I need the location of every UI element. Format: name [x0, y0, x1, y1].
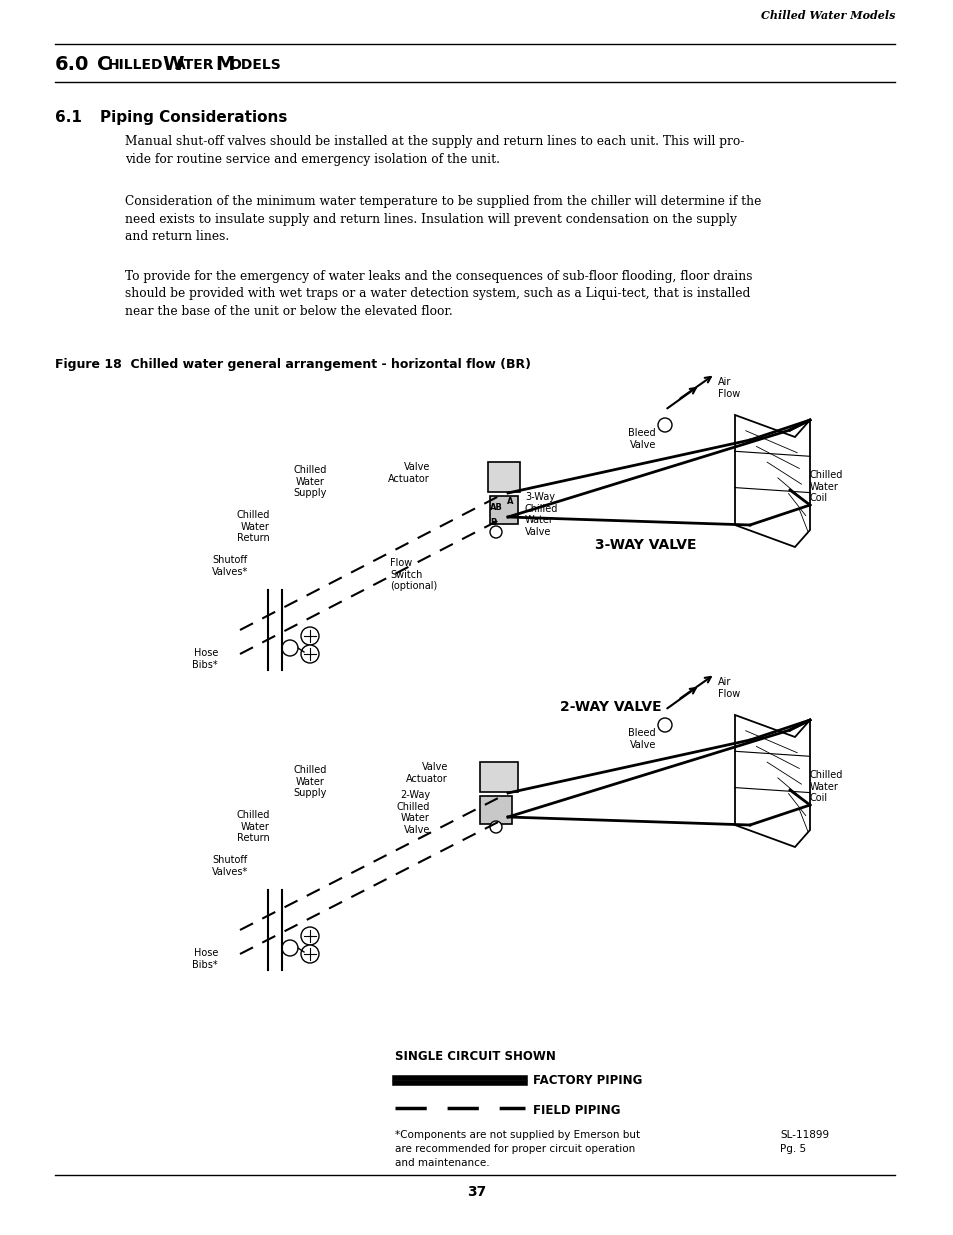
Text: ATER: ATER: [174, 58, 214, 72]
Text: HILLED: HILLED: [108, 58, 163, 72]
FancyBboxPatch shape: [488, 462, 519, 492]
Text: M: M: [214, 56, 234, 74]
Text: Hose
Bibs*: Hose Bibs*: [193, 948, 218, 969]
Text: Chilled Water Models: Chilled Water Models: [760, 10, 894, 21]
Text: W: W: [162, 56, 183, 74]
Text: Chilled
Water
Supply: Chilled Water Supply: [293, 466, 326, 498]
Text: Shutoff
Valves*: Shutoff Valves*: [212, 555, 248, 577]
Text: Air
Flow: Air Flow: [718, 377, 740, 399]
Text: SINGLE CIRCUIT SHOWN: SINGLE CIRCUIT SHOWN: [395, 1050, 556, 1063]
Text: 3-WAY VALVE: 3-WAY VALVE: [595, 538, 696, 552]
Text: Bleed
Valve: Bleed Valve: [628, 429, 656, 450]
Text: A: A: [506, 496, 513, 506]
Text: Valve
Actuator: Valve Actuator: [406, 762, 448, 783]
Text: 6.1: 6.1: [55, 110, 82, 125]
Text: Shutoff
Valves*: Shutoff Valves*: [212, 855, 248, 877]
Text: Bleed
Valve: Bleed Valve: [628, 727, 656, 750]
Text: Piping Considerations: Piping Considerations: [100, 110, 287, 125]
Text: FACTORY PIPING: FACTORY PIPING: [533, 1074, 641, 1087]
Text: Manual shut-off valves should be installed at the supply and return lines to eac: Manual shut-off valves should be install…: [125, 135, 743, 165]
Text: FIELD PIPING: FIELD PIPING: [533, 1104, 619, 1116]
Text: Air
Flow: Air Flow: [718, 677, 740, 699]
Text: Hose
Bibs*: Hose Bibs*: [193, 648, 218, 669]
FancyBboxPatch shape: [490, 496, 517, 524]
Circle shape: [301, 945, 318, 963]
Text: 3-Way
Chilled
Water
Valve: 3-Way Chilled Water Valve: [524, 492, 558, 537]
FancyBboxPatch shape: [479, 762, 517, 792]
Circle shape: [658, 417, 671, 432]
Text: Chilled
Water
Return: Chilled Water Return: [236, 510, 270, 543]
Circle shape: [282, 640, 297, 656]
Text: Consideration of the minimum water temperature to be supplied from the chiller w: Consideration of the minimum water tempe…: [125, 195, 760, 243]
Text: *Components are not supplied by Emerson but
are recommended for proper circuit o: *Components are not supplied by Emerson …: [395, 1130, 639, 1168]
Circle shape: [301, 627, 318, 645]
Text: SL-11899
Pg. 5: SL-11899 Pg. 5: [780, 1130, 828, 1153]
Polygon shape: [734, 715, 809, 847]
Circle shape: [658, 718, 671, 732]
Text: To provide for the emergency of water leaks and the consequences of sub-floor fl: To provide for the emergency of water le…: [125, 270, 752, 317]
Text: Chilled
Water
Return: Chilled Water Return: [236, 810, 270, 844]
Text: 37: 37: [467, 1186, 486, 1199]
Circle shape: [301, 645, 318, 663]
Text: Valve
Actuator: Valve Actuator: [388, 462, 430, 484]
FancyBboxPatch shape: [479, 797, 512, 824]
Circle shape: [301, 927, 318, 945]
Text: B: B: [490, 517, 496, 527]
Circle shape: [282, 940, 297, 956]
Text: 2-WAY VALVE: 2-WAY VALVE: [559, 700, 661, 714]
Text: AB: AB: [490, 503, 502, 513]
Circle shape: [490, 526, 501, 538]
Text: Chilled
Water
Coil: Chilled Water Coil: [809, 471, 842, 503]
Text: Chilled
Water
Coil: Chilled Water Coil: [809, 769, 842, 803]
Polygon shape: [734, 415, 809, 547]
Circle shape: [490, 821, 501, 832]
Text: Chilled
Water
Supply: Chilled Water Supply: [293, 764, 326, 798]
Text: C: C: [97, 56, 112, 74]
Text: 6.0: 6.0: [55, 56, 90, 74]
Text: Flow
Switch
(optional): Flow Switch (optional): [390, 558, 436, 592]
Text: 2-Way
Chilled
Water
Valve: 2-Way Chilled Water Valve: [396, 790, 430, 835]
Text: ODELS: ODELS: [229, 58, 280, 72]
Text: Figure 18  Chilled water general arrangement - horizontal flow (BR): Figure 18 Chilled water general arrangem…: [55, 358, 531, 370]
